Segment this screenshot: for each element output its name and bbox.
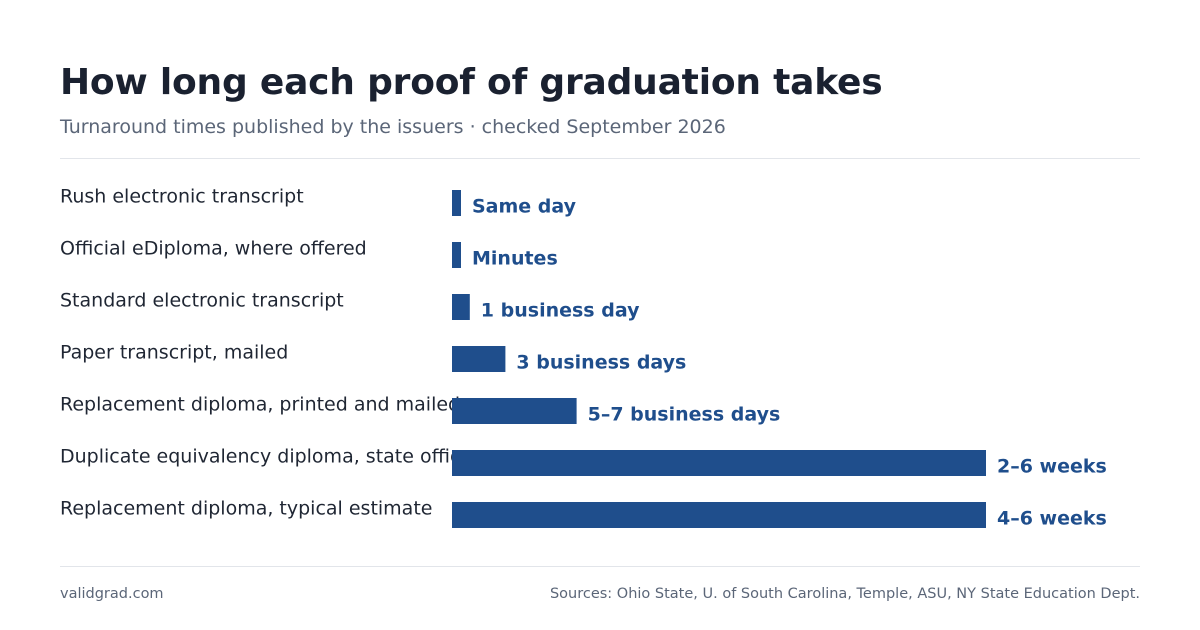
bar [452, 242, 461, 268]
category-label: Duplicate equivalency diploma, state off… [60, 446, 472, 468]
bar [452, 346, 506, 372]
value-label: 3 business days [516, 352, 686, 374]
bottom-divider [60, 566, 1140, 567]
top-divider [60, 158, 1140, 159]
sources-note: Sources: Ohio State, U. of South Carolin… [549, 586, 1140, 602]
value-label: Minutes [472, 248, 558, 270]
bar [452, 502, 986, 528]
site-name: validgrad.com [60, 586, 164, 602]
bar [452, 190, 461, 216]
category-label: Paper transcript, mailed [60, 342, 288, 364]
chart-title: How long each proof of graduation takes [60, 62, 883, 103]
bar [452, 450, 986, 476]
value-label: Same day [472, 196, 577, 218]
bar [452, 294, 470, 320]
category-label: Rush electronic transcript [60, 186, 304, 208]
value-label: 5–7 business days [588, 404, 781, 426]
category-label: Standard electronic transcript [60, 290, 344, 312]
value-label: 4–6 weeks [997, 508, 1107, 530]
value-label: 2–6 weeks [997, 456, 1107, 478]
category-label: Official eDiploma, where offered [60, 238, 367, 260]
value-label: 1 business day [481, 300, 640, 322]
category-label: Replacement diploma, typical estimate [60, 498, 432, 520]
chart-subtitle: Turnaround times published by the issuer… [60, 116, 726, 138]
bar [452, 398, 577, 424]
category-label: Replacement diploma, printed and mailed [60, 394, 460, 416]
